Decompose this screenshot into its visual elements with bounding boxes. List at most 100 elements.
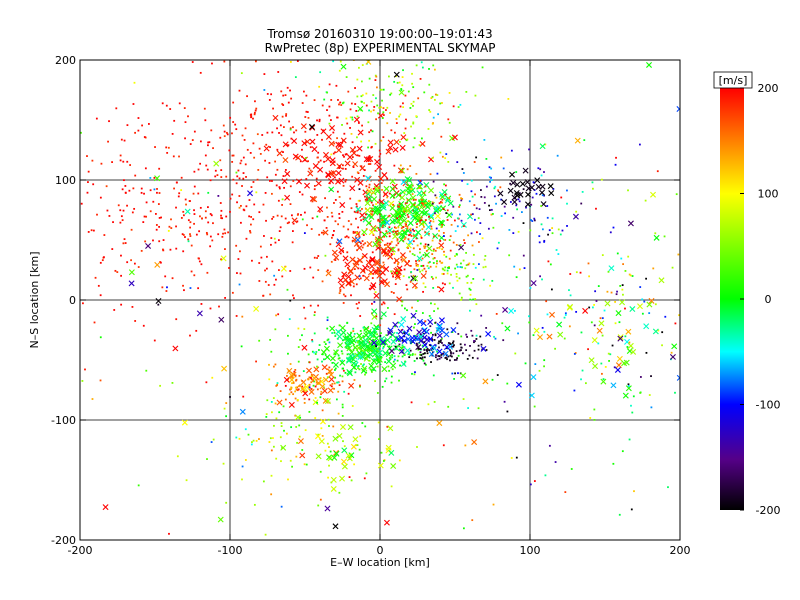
data-point — [471, 244, 474, 247]
data-point — [105, 185, 108, 188]
data-point — [374, 291, 377, 293]
data-point — [534, 363, 537, 365]
data-point-x — [340, 137, 347, 144]
data-point — [304, 157, 307, 159]
data-point — [275, 457, 278, 460]
data-point — [94, 276, 97, 279]
data-point — [359, 277, 362, 280]
data-point-x — [324, 354, 331, 361]
data-point — [650, 375, 652, 378]
data-point — [175, 206, 177, 209]
data-point-x — [339, 201, 346, 208]
data-point-x — [446, 212, 453, 219]
data-point — [191, 139, 194, 141]
data-point — [483, 139, 486, 141]
data-point-x — [387, 144, 394, 151]
data-point — [563, 337, 566, 340]
data-point — [317, 433, 320, 436]
data-point — [343, 445, 346, 448]
data-point-x — [530, 374, 537, 381]
scatter-points — [80, 60, 680, 536]
data-point — [556, 154, 559, 157]
data-point — [134, 131, 136, 134]
data-point — [287, 101, 290, 104]
data-point — [496, 247, 499, 250]
data-point-x — [315, 453, 322, 460]
data-point-x — [387, 246, 394, 253]
data-point — [619, 285, 622, 287]
data-point-x — [438, 327, 445, 334]
data-point — [92, 229, 95, 232]
data-point — [543, 171, 545, 173]
data-point — [438, 346, 440, 349]
data-point — [427, 267, 430, 270]
data-point — [297, 360, 300, 363]
data-point — [379, 343, 382, 346]
data-point — [406, 168, 409, 171]
data-point — [396, 217, 399, 220]
data-point — [308, 410, 311, 413]
data-point — [287, 334, 289, 337]
data-point — [270, 237, 273, 239]
data-point-x — [508, 308, 515, 315]
data-point — [291, 230, 294, 232]
data-point-x — [648, 297, 655, 304]
data-point — [372, 191, 375, 194]
data-point — [372, 109, 375, 112]
data-point — [612, 462, 615, 465]
data-point — [162, 239, 165, 241]
data-point — [566, 202, 568, 205]
data-point — [438, 357, 441, 360]
data-point — [393, 164, 396, 167]
data-point — [182, 214, 185, 217]
data-point — [328, 122, 331, 125]
data-point — [427, 128, 430, 130]
data-point — [86, 155, 88, 157]
data-point — [535, 192, 538, 195]
data-point-x — [346, 345, 353, 352]
data-point — [441, 342, 443, 344]
data-point — [133, 81, 136, 84]
data-point — [491, 378, 494, 381]
data-point-x — [253, 305, 260, 312]
data-point — [481, 66, 484, 69]
data-point — [404, 225, 407, 227]
data-point — [347, 267, 349, 269]
data-point — [413, 268, 416, 271]
data-point — [372, 233, 375, 236]
data-point-x — [400, 179, 407, 185]
data-point — [412, 315, 415, 318]
data-point — [341, 406, 344, 409]
data-point — [361, 422, 364, 424]
data-point — [342, 154, 344, 157]
data-point — [129, 164, 132, 166]
data-point — [456, 217, 459, 220]
data-point-x — [441, 189, 448, 196]
data-point — [557, 253, 560, 255]
data-point — [432, 180, 435, 183]
data-point — [158, 192, 161, 194]
data-point — [439, 151, 442, 154]
data-point — [419, 353, 421, 356]
data-point — [276, 382, 279, 384]
data-point — [145, 201, 148, 204]
data-point-x — [387, 425, 394, 432]
data-point — [341, 210, 344, 213]
data-point — [420, 235, 423, 238]
data-point — [484, 265, 487, 268]
data-point — [401, 344, 404, 347]
data-point-x — [348, 278, 355, 285]
data-point — [554, 347, 556, 350]
data-point — [440, 356, 443, 359]
data-point — [423, 91, 426, 94]
data-point — [192, 192, 195, 195]
data-point — [482, 266, 485, 269]
data-point — [424, 231, 427, 234]
data-point — [610, 291, 613, 294]
data-point — [336, 137, 338, 140]
data-point — [412, 209, 415, 212]
data-point-x — [376, 209, 383, 216]
data-point — [347, 392, 350, 395]
data-point — [398, 115, 401, 118]
data-point — [304, 116, 307, 118]
